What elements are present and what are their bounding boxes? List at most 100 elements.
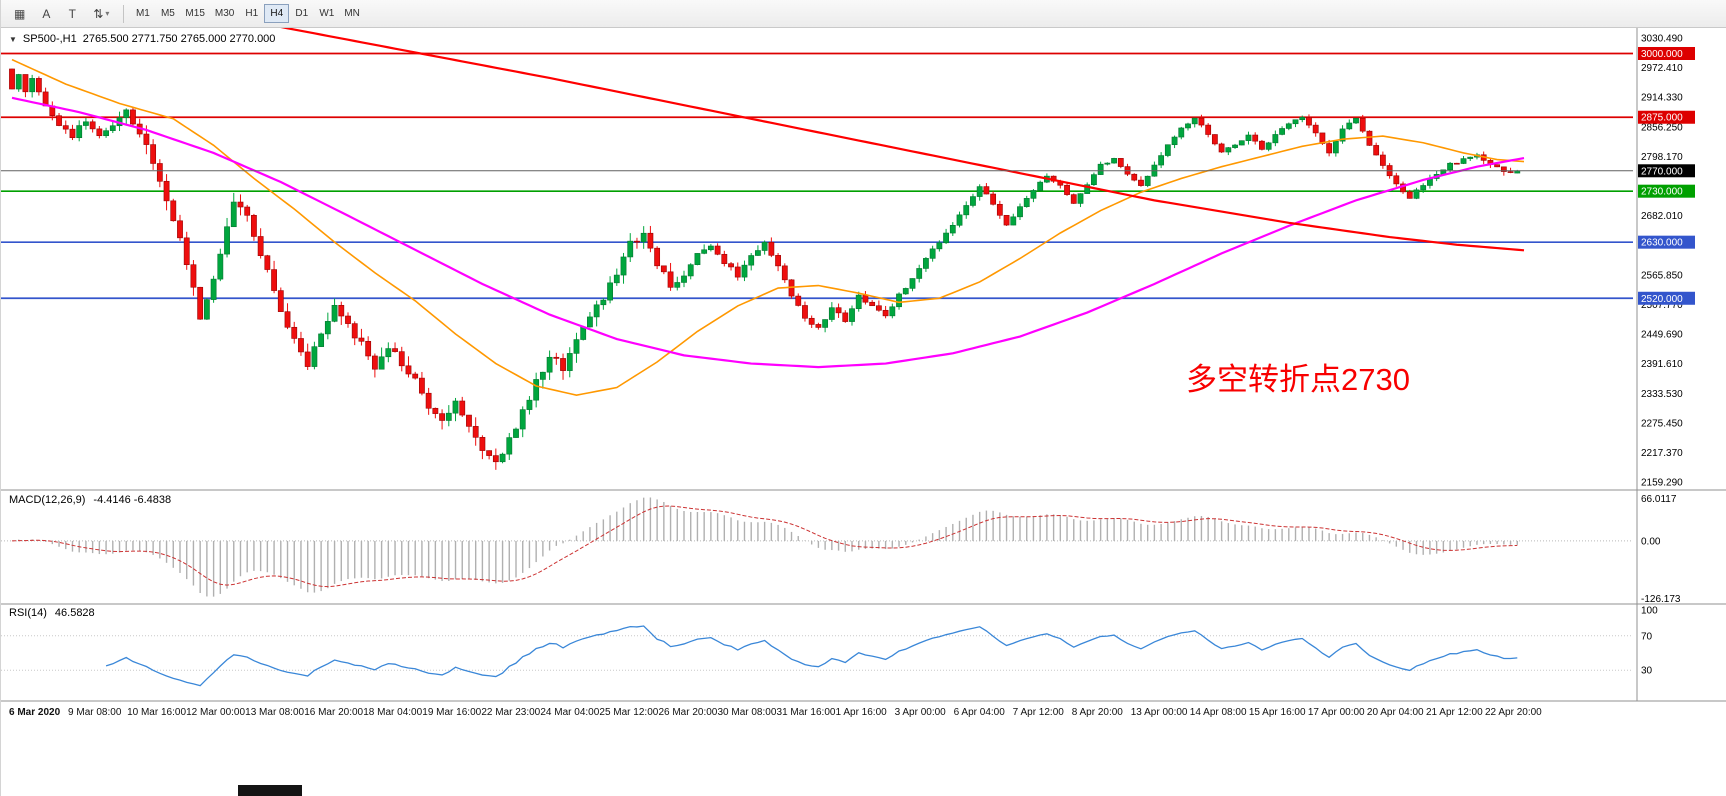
candle-body	[949, 224, 956, 234]
chart-annotation-text[interactable]: 多空转折点2730	[1186, 362, 1410, 397]
tf-button-m15[interactable]: M15	[180, 4, 209, 23]
candle-body	[943, 232, 949, 244]
x-axis-date-label: 15 Apr 16:00	[1249, 707, 1306, 718]
price-level-label-2630[interactable]	[1638, 235, 1695, 249]
candle-body	[177, 220, 183, 239]
candle-body	[620, 256, 627, 276]
candle-body	[425, 392, 432, 409]
candle-body	[580, 326, 587, 340]
candle-body	[130, 109, 136, 125]
chart-style-icon: ▦	[14, 6, 26, 21]
x-axis-date-label: 24 Mar 04:00	[540, 707, 599, 718]
candle-body	[445, 412, 452, 421]
macd-axis-max-label: 66.0117	[1641, 494, 1677, 505]
candle-body	[526, 399, 533, 410]
candle-body	[936, 242, 943, 250]
candle-body	[89, 121, 96, 130]
tf-button-d1[interactable]: D1	[289, 4, 314, 23]
candle-body	[701, 249, 708, 254]
candle-body	[519, 409, 526, 430]
tf-button-m30[interactable]: M30	[210, 4, 239, 23]
annotation-a-icon: A	[42, 6, 51, 21]
chart-ohlc-values: 2765.500 2771.750 2765.000 2770.000	[82, 33, 276, 45]
bottom-tab[interactable]	[238, 785, 302, 796]
candle-body	[539, 371, 546, 380]
candle-body	[1164, 144, 1171, 156]
candle-body	[35, 78, 42, 93]
rsi-axis-70-label: 70	[1641, 631, 1653, 642]
candle-body	[1279, 128, 1285, 135]
x-axis-date-label: 12 Mar 00:00	[186, 707, 245, 718]
candle-body	[230, 201, 237, 228]
annotation-a-button[interactable]: A	[34, 3, 58, 25]
candle-body	[1494, 164, 1501, 168]
candle-body	[694, 253, 701, 265]
candle-body	[251, 215, 257, 237]
candle-body	[1191, 117, 1198, 125]
chart-style-button[interactable]: ▦	[7, 3, 32, 25]
candle-body	[902, 288, 909, 295]
candle-body	[1144, 175, 1151, 186]
x-axis-date-label: 18 Mar 04:00	[363, 707, 422, 718]
tf-button-m1[interactable]: M1	[130, 4, 155, 23]
tf-button-h1[interactable]: H1	[239, 4, 264, 23]
price-level-label-2730[interactable]	[1638, 184, 1695, 198]
candle-body	[459, 400, 466, 416]
macd-signal-line	[11, 505, 1518, 588]
y-axis-tick-label: 3030.490	[1641, 33, 1683, 44]
candle-body	[1178, 127, 1185, 138]
candle-body	[1413, 189, 1420, 199]
candle-body	[768, 241, 775, 256]
candle-body	[1460, 158, 1467, 164]
toolbar-separator	[123, 4, 125, 23]
candle-body	[855, 294, 862, 309]
x-axis-date-label: 13 Mar 08:00	[245, 707, 304, 718]
x-axis-date-label: 13 Apr 00:00	[1131, 707, 1188, 718]
rsi-name: RSI(14)	[9, 607, 47, 619]
candle-body	[398, 351, 405, 367]
scale-updown-button[interactable]: ⇅ ▾	[86, 3, 116, 25]
y-axis-tick-label: 2682.010	[1641, 211, 1683, 222]
candle-body	[627, 240, 634, 258]
candle-body	[1500, 166, 1507, 172]
candle-body	[197, 286, 204, 320]
price-level-label-2520[interactable]	[1638, 291, 1695, 305]
price-level-label-text: 2630.000	[1641, 238, 1683, 249]
timeframe-group: M1 M5 M15 M30 H1 H4 D1 W1 MN	[130, 4, 364, 23]
x-axis-date-label: 9 Mar 08:00	[68, 707, 122, 718]
chart-canvas[interactable]: 3030.490 2972.410 2914.330 2856.250 2798.170…	[1, 28, 1726, 796]
x-axis-date-label: 19 Mar 16:00	[422, 707, 481, 718]
price-level-label-2875[interactable]	[1638, 110, 1695, 124]
y-axis-tick-label: 2159.290	[1641, 478, 1683, 489]
tf-button-mn[interactable]: MN	[339, 4, 365, 23]
candle-body	[775, 255, 781, 267]
macd-indicator-label: MACD(12,26,9) -4.4146 -6.4838	[9, 494, 171, 506]
candle-body	[869, 301, 876, 307]
y-axis-tick-label: 2798.170	[1641, 152, 1683, 163]
chart-background	[1, 28, 1726, 796]
candle-body	[909, 278, 916, 289]
candle-body	[707, 245, 714, 251]
candle-body	[257, 236, 264, 256]
candle-body	[499, 453, 506, 463]
tf-button-w1[interactable]: W1	[314, 4, 339, 23]
candle-body	[29, 78, 36, 93]
candle-body	[1420, 185, 1427, 191]
candle-body	[15, 74, 22, 90]
candle-body	[1332, 140, 1339, 154]
candle-body	[996, 203, 1003, 216]
tf-button-h4[interactable]: H4	[264, 4, 290, 23]
candle-body	[741, 264, 748, 278]
candle-body	[1306, 116, 1312, 126]
candle-body	[331, 305, 338, 322]
x-axis-date-label: 6 Apr 04:00	[954, 707, 1006, 718]
collapse-arrow-icon[interactable]: ▼	[9, 34, 17, 44]
candle-body	[573, 339, 580, 354]
text-tool-button[interactable]: T	[60, 3, 84, 25]
candle-body	[1339, 128, 1346, 142]
candle-body	[546, 356, 553, 373]
dropdown-caret-icon: ▾	[105, 9, 110, 18]
tf-button-m5[interactable]: M5	[155, 4, 180, 23]
candle-body	[1238, 140, 1245, 146]
price-level-label-3000[interactable]	[1638, 46, 1695, 60]
